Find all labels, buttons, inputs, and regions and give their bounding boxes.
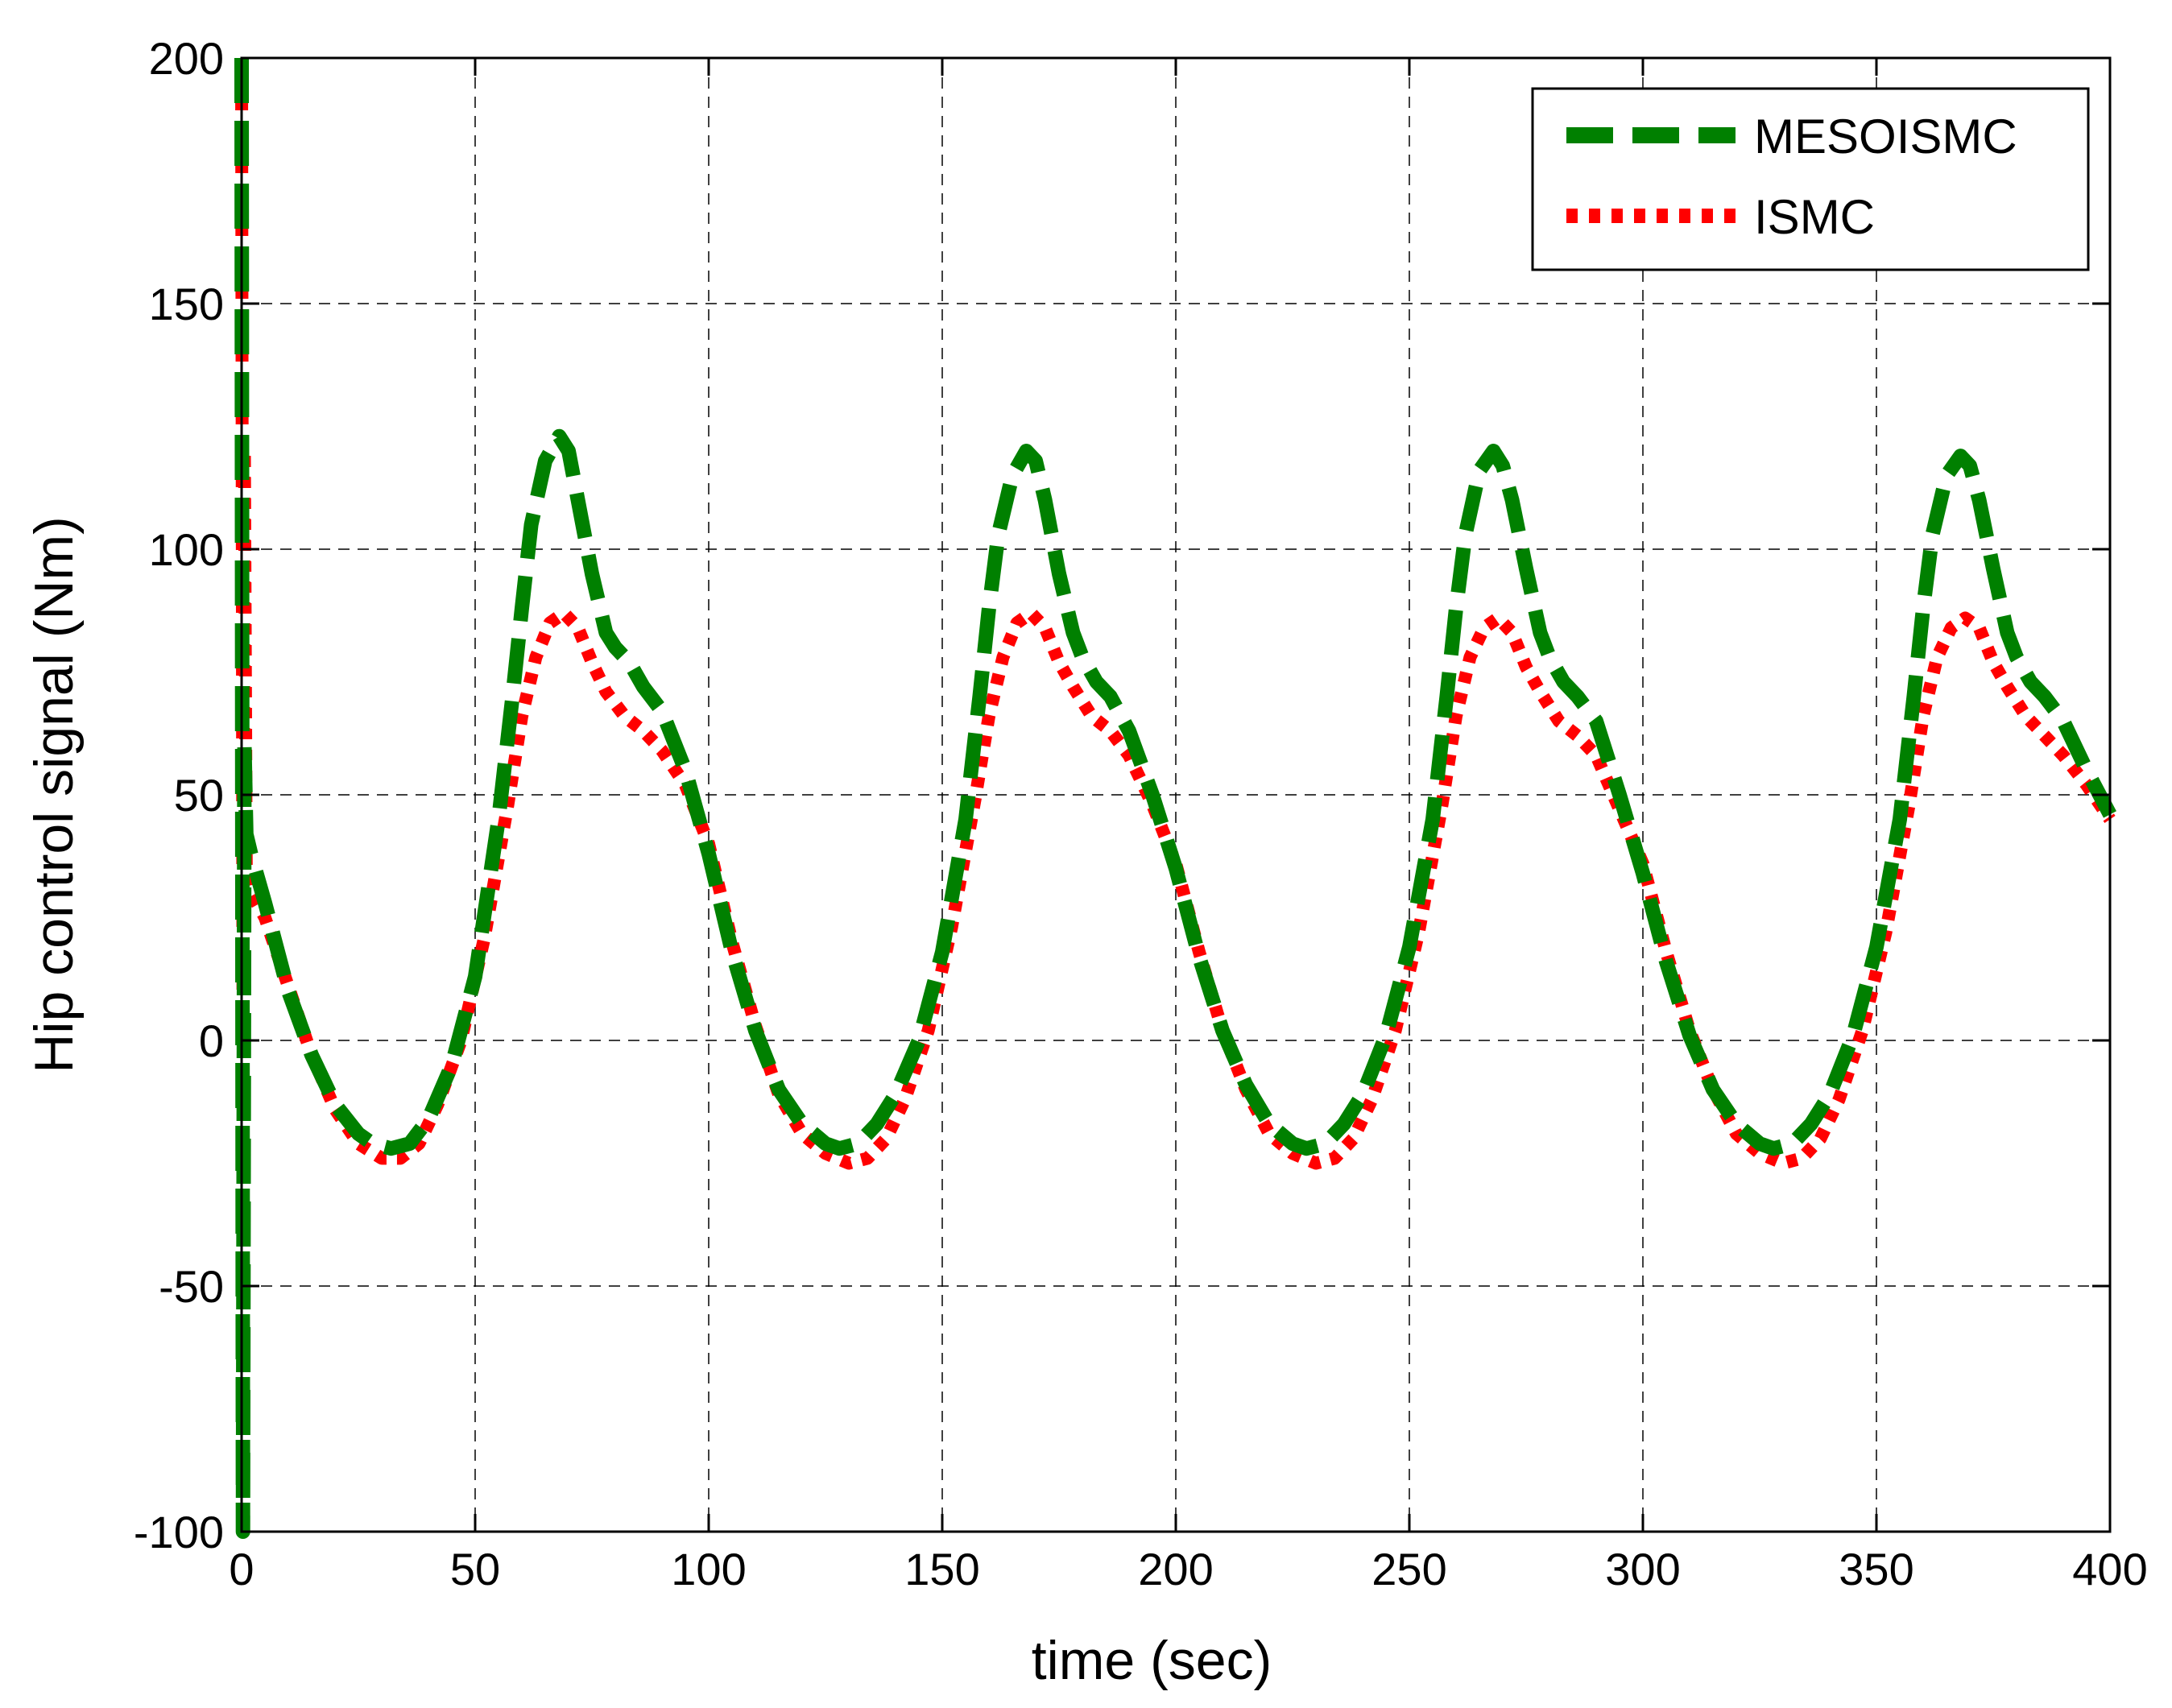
- y-tick-label: 0: [199, 1015, 224, 1066]
- axis-ticks: 0 50 100 150 200 250 300 350 400 -100 -50 0 50 100 150…: [134, 33, 2148, 1594]
- y-tick-label: 200: [149, 33, 224, 84]
- y-tick-label: -50: [159, 1261, 224, 1312]
- legend: MESOISMC ISMC: [1531, 87, 2090, 271]
- grid-lines: [242, 58, 2110, 1532]
- x-axis-label: time (sec): [1032, 1630, 1272, 1691]
- x-tick-label: 250: [1371, 1544, 1446, 1594]
- series-line-mesoismc: [234, 57, 2116, 1539]
- x-tick-label: 50: [450, 1544, 500, 1594]
- x-tick-label: 350: [1839, 1544, 1913, 1594]
- x-tick-label: 100: [671, 1544, 746, 1594]
- x-tick-label: 300: [1605, 1544, 1680, 1594]
- series-layer: [234, 57, 2116, 1539]
- y-tick-label: 50: [174, 770, 224, 821]
- y-tick-label: -100: [134, 1507, 224, 1557]
- y-tick-label: 100: [149, 524, 224, 575]
- x-tick-label: 0: [229, 1544, 254, 1594]
- x-tick-label: 400: [2072, 1544, 2147, 1594]
- y-axis-label: Hip control signal (Nm): [23, 516, 85, 1073]
- legend-box: [1531, 87, 2090, 271]
- x-tick-label: 150: [904, 1544, 979, 1594]
- y-tick-label: 150: [149, 279, 224, 329]
- legend-label-mesoismc: MESOISMC: [1754, 110, 2017, 163]
- x-tick-label: 200: [1138, 1544, 1213, 1594]
- series-line-ismc: [235, 57, 2116, 1170]
- legend-label-ismc: ISMC: [1754, 190, 1875, 244]
